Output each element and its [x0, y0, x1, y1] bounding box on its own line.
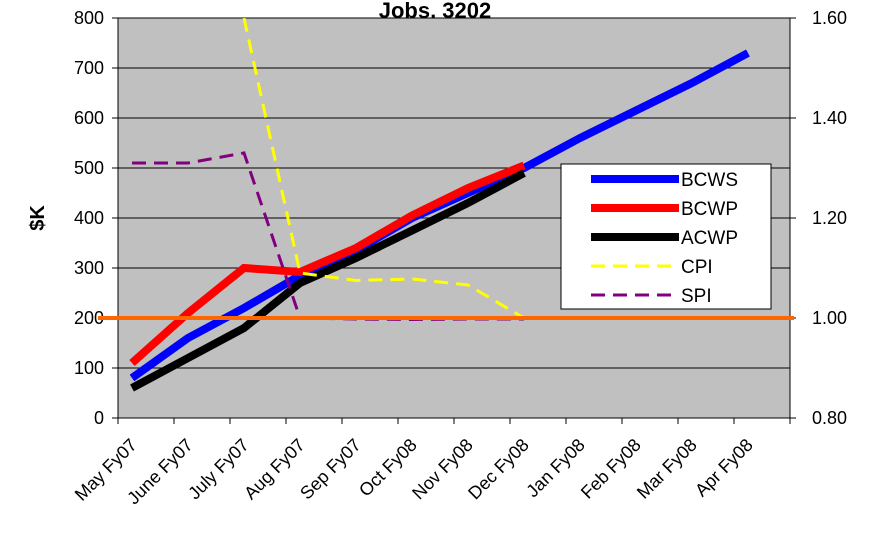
legend-label-acwp: ACWP	[681, 228, 738, 249]
legend-label-bcwp: BCWP	[681, 199, 738, 220]
x-tick-label: Sep Fy07	[296, 435, 365, 504]
x-tick-label: Feb Fy08	[577, 435, 645, 503]
y-axis-title: $K	[27, 205, 49, 231]
legend: BCWS BCWP ACWP CPI SPI	[560, 163, 772, 310]
y2-tick-label: 1.00	[812, 308, 847, 328]
y-tick-label: 300	[74, 258, 104, 278]
y-tick-label: 800	[74, 8, 104, 28]
series-line-cpi	[242, 18, 525, 320]
x-tick-label: Dec Fy08	[464, 435, 533, 504]
y-tick-label: 100	[74, 358, 104, 378]
legend-label-cpi: CPI	[681, 257, 713, 278]
y-tick-label: 400	[74, 208, 104, 228]
series-line-bcwp	[129, 161, 526, 366]
y-tick-label: 700	[74, 58, 104, 78]
x-tick-label: July Fy07	[184, 435, 253, 504]
legend-label-spi: SPI	[681, 286, 712, 307]
x-tick-label: Nov Fy08	[408, 435, 477, 504]
y2-tick-label: 1.20	[812, 208, 847, 228]
series-line-acwp	[130, 169, 526, 392]
chart-title: Jobs, 3202	[379, 0, 492, 23]
x-tick-label: Apr Fy08	[691, 435, 757, 501]
y-tick-label: 500	[74, 158, 104, 178]
y-tick-label: 600	[74, 108, 104, 128]
y-tick-label: 200	[74, 308, 104, 328]
x-tick-label: Mar Fy08	[633, 435, 701, 503]
y2-tick-label: 1.40	[812, 108, 847, 128]
y-tick-label: 0	[94, 408, 104, 428]
y2-tick-label: 1.60	[812, 8, 847, 28]
y2-tick-label: 0.80	[812, 408, 847, 428]
x-tick-label: Aug Fy07	[240, 435, 309, 504]
legend-label-bcws: BCWS	[681, 170, 738, 191]
